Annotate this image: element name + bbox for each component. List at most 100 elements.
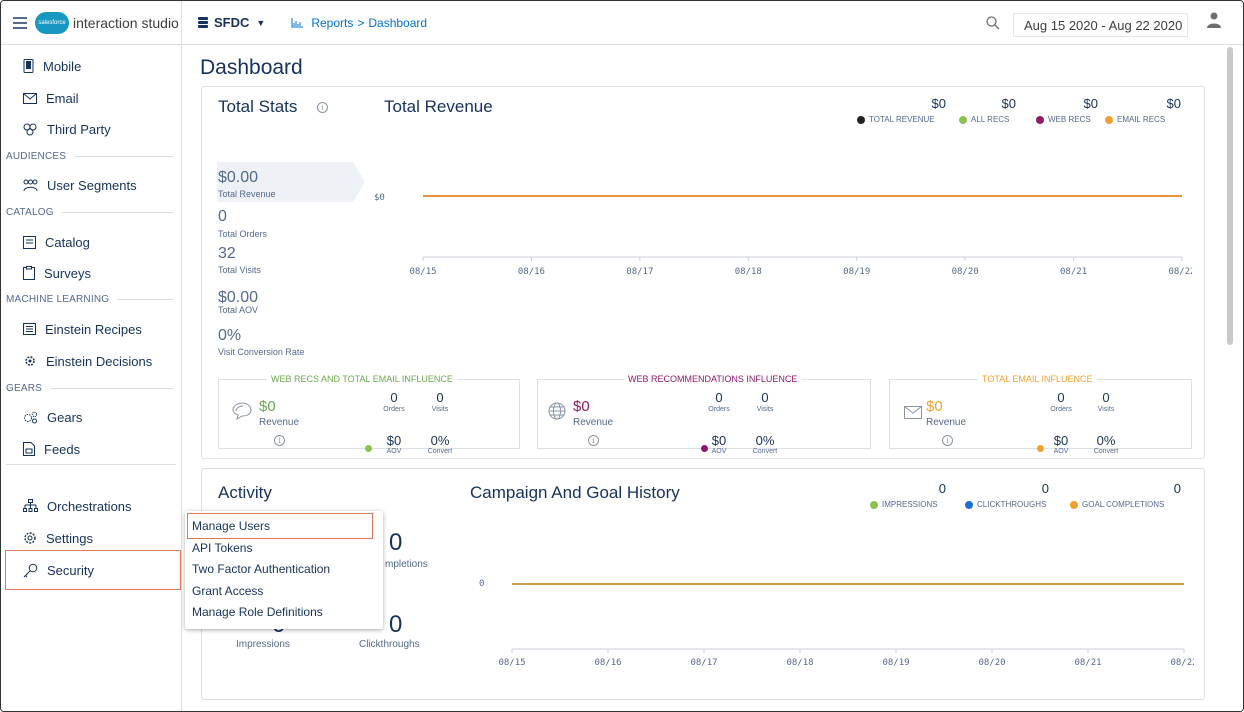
sidebar-item-label: Surveys (44, 265, 91, 281)
key-icon (23, 563, 38, 577)
orders-label: Orders (1050, 406, 1072, 413)
legend-goal-completions[interactable]: GOAL COMPLETIONS (1070, 500, 1164, 509)
recipes-icon (23, 323, 36, 335)
manage-users-highlight-box (187, 513, 373, 539)
legend-impressions[interactable]: IMPRESSIONS (870, 500, 938, 509)
menu-item-manage-role-definitions[interactable]: Manage Role Definitions (192, 605, 323, 619)
sidebar-item-user-segments[interactable]: User Segments (1, 171, 182, 199)
info-icon[interactable]: i (317, 102, 328, 113)
visits-value: 0 (436, 390, 444, 405)
legend-web-recs[interactable]: WEB RECS (1036, 115, 1091, 124)
legend-dot (1105, 115, 1113, 124)
reports-chart-icon (291, 17, 304, 27)
sidebar-item-label: Feeds (44, 441, 81, 457)
brand-area: salesforce interaction studio (1, 1, 182, 45)
convert-value: 0% (755, 433, 775, 448)
sidebar-item-security[interactable]: Security (1, 556, 182, 584)
menu-item-manage-users[interactable]: Manage Users (192, 519, 271, 533)
sidebar-item-feeds[interactable]: Feeds (1, 435, 182, 463)
sidebar-item-mobile[interactable]: Mobile (1, 52, 182, 80)
logo-text: salesforce (38, 19, 66, 26)
vertical-scrollbar[interactable] (1227, 47, 1233, 345)
activity-card: Activity 0 mpletions 0 Impressions 0 Cli… (201, 468, 1205, 700)
feeds-icon (23, 442, 35, 456)
clickthroughs-label: Clickthroughs (359, 639, 420, 650)
top-bar: salesforce interaction studio SFDC ▼ Rep… (1, 1, 1243, 45)
catalog-icon (23, 235, 36, 249)
legend-total-revenue[interactable]: TOTAL REVENUE (857, 115, 935, 124)
sidebar-item-email[interactable]: Email (1, 84, 182, 112)
breadcrumb-separator: > (357, 15, 365, 30)
legend-value: 0 (1041, 481, 1049, 496)
info-icon[interactable]: i (942, 435, 953, 446)
legend-dot (965, 500, 973, 509)
menu-item-two-factor-auth[interactable]: Two Factor Authentication (192, 562, 331, 576)
visits-label: Visits (1097, 406, 1115, 413)
legend-value: $0 (1083, 96, 1098, 111)
gears-icon (24, 411, 38, 423)
total-stats-title: Total Stats (218, 97, 297, 117)
x-tick-label: 08/15 (498, 658, 525, 668)
sidebar-item-settings[interactable]: Settings (1, 524, 182, 552)
x-tick-label: 08/17 (626, 267, 653, 277)
date-range-picker[interactable]: Aug 15 2020 - Aug 22 2020 (1013, 13, 1188, 37)
sidebar-item-surveys[interactable]: Surveys (1, 259, 182, 287)
revenue-line-chart: 08/15 08/16 08/17 08/18 08/19 08/20 08/21 08/22 (409, 195, 1192, 277)
info-icon[interactable]: i (588, 435, 599, 446)
sidebar-item-orchestrations[interactable]: Orchestrations (1, 492, 182, 520)
search-icon[interactable] (986, 16, 1000, 30)
impressions-label: Impressions (236, 639, 290, 650)
aov-label: AOV (1053, 448, 1069, 455)
main-content: Dashboard Total Stats i $0.00 Total Reve… (183, 46, 1243, 711)
menu-item-grant-access[interactable]: Grant Access (192, 584, 264, 598)
convert-value: 0% (430, 433, 450, 448)
breadcrumb-dashboard[interactable]: Dashboard (368, 15, 428, 30)
orders-label: Orders (708, 406, 730, 413)
orders-value: 0 (715, 390, 723, 405)
sidebar-item-einstein-decisions[interactable]: Einstein Decisions (1, 347, 182, 375)
aov-label: AOV (386, 448, 402, 455)
sidebar-item-catalog[interactable]: Catalog (1, 228, 182, 256)
decisions-icon (25, 356, 35, 366)
menu-item-api-tokens[interactable]: API Tokens (192, 541, 253, 555)
user-avatar-icon[interactable] (1207, 12, 1221, 28)
legend-label: ALL RECS (971, 115, 1010, 124)
legend-clickthroughs[interactable]: CLICKTHROUGHS (965, 500, 1046, 509)
stat-value: 0 (218, 208, 227, 225)
sidebar: Mobile Email Third Party AUDIENCES User … (1, 46, 182, 711)
security-dropdown-menu: Manage Users API Tokens Two Factor Authe… (185, 511, 383, 629)
orchestrations-icon (23, 499, 38, 512)
activity-title: Activity (218, 483, 272, 502)
orders-value: 0 (390, 390, 398, 405)
campaign-line-chart: 08/15 08/16 08/17 08/18 08/19 08/20 08/21 08/22 (498, 583, 1194, 668)
hamburger-menu-icon[interactable] (13, 16, 27, 29)
campaign-chart-title: Campaign And Goal History (470, 483, 680, 502)
email-icon (23, 92, 37, 104)
chat-icon (232, 402, 252, 420)
sidebar-item-label: Settings (46, 530, 93, 546)
selected-stat-highlight (217, 162, 365, 202)
influence-revenue: $0 (259, 398, 276, 415)
sidebar-item-einstein-recipes[interactable]: Einstein Recipes (1, 315, 182, 343)
legend-all-recs[interactable]: ALL RECS (959, 115, 1009, 124)
envelope-icon (904, 406, 922, 419)
x-tick-label: 08/17 (690, 658, 717, 668)
total-revenue-title: Total Revenue (384, 97, 493, 116)
sidebar-item-third-party[interactable]: Third Party (1, 115, 182, 143)
x-tick-label: 08/18 (786, 658, 813, 668)
breadcrumb-reports[interactable]: Reports (311, 15, 354, 30)
sidebar-item-label: Gears (47, 409, 83, 425)
sidebar-item-gears[interactable]: Gears (1, 403, 182, 431)
brand-name: interaction studio (73, 14, 179, 31)
org-name: SFDC (214, 15, 250, 30)
influence-revenue-label: Revenue (926, 417, 967, 428)
info-icon[interactable]: i (274, 435, 285, 446)
org-selector[interactable]: SFDC ▼ (198, 15, 265, 30)
third-party-icon (23, 123, 37, 135)
sidebar-item-label: Einstein Recipes (45, 321, 142, 337)
legend-email-recs[interactable]: EMAIL RECS (1105, 115, 1165, 124)
x-tick-label: 08/20 (978, 658, 1005, 668)
aov-value: $0 (386, 433, 402, 448)
user-segments-icon (23, 179, 38, 191)
stat-label: Total Orders (218, 229, 268, 239)
